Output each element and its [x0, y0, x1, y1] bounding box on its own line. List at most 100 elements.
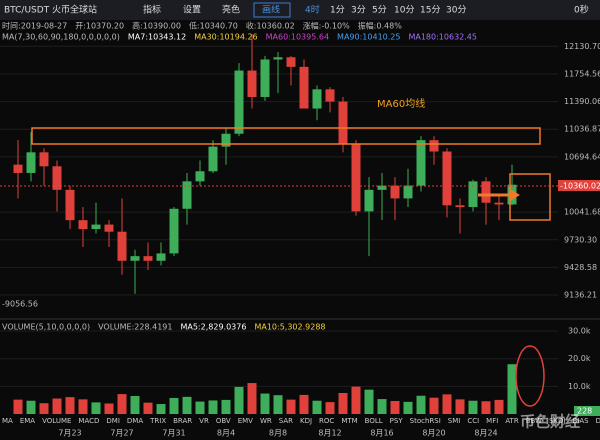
highlight-ellipse	[515, 345, 545, 407]
indicator-tab[interactable]: DMA	[127, 417, 143, 425]
plot: 12130.70 11754.56 11390.06 11036.87 10694.64…	[0, 34, 600, 438]
candle-body	[156, 253, 166, 261]
info-item: 时间:2019-08-27	[2, 21, 67, 31]
candle-body	[429, 140, 439, 152]
indicator-tab[interactable]: EMA	[20, 417, 35, 425]
volume-bar	[312, 400, 322, 414]
tool-button[interactable]: 画线	[262, 4, 280, 16]
indicator-tab[interactable]: CCI	[467, 417, 479, 425]
candle-body	[78, 220, 88, 230]
indicator-tab[interactable]: OBV	[216, 417, 231, 425]
candle-body	[104, 224, 114, 232]
volume-bar	[117, 394, 127, 414]
tool-button[interactable]: 设置	[183, 5, 201, 16]
candle-body	[169, 208, 179, 254]
indicator-tab[interactable]: SMI	[448, 417, 461, 425]
candle-body	[364, 189, 374, 212]
volume-bar	[442, 394, 452, 414]
tool-button[interactable]: 指标	[143, 4, 161, 16]
info-item: MA180:10632.45	[408, 33, 477, 42]
candle-body	[390, 185, 400, 199]
candle-body	[13, 164, 23, 173]
candle-body	[52, 166, 62, 190]
indicator-tab[interactable]: EMV	[238, 417, 253, 425]
volume-bar	[247, 383, 257, 414]
candle-body	[26, 152, 36, 173]
candle-body	[377, 185, 387, 190]
y-tick-label: 12130.70	[564, 42, 600, 51]
x-tick-label: 8月24	[474, 429, 497, 438]
candle-body	[442, 151, 452, 206]
candle-body	[195, 171, 205, 182]
volume-bar	[416, 395, 426, 414]
info-item: 振幅:0.48%	[358, 21, 403, 31]
indicator-tab[interactable]: BRAR	[173, 417, 192, 425]
candle-body	[234, 70, 244, 134]
indicator-tab[interactable]: ATR	[505, 417, 519, 425]
period-button[interactable]: 4时	[305, 4, 320, 16]
volume-bar	[494, 399, 504, 414]
indicator-tab[interactable]: BBW	[526, 417, 542, 425]
indicator-tab[interactable]: DMI	[106, 417, 120, 425]
volume-bar	[52, 398, 62, 414]
indicator-tab[interactable]: BIAS	[572, 417, 589, 425]
indicator-tab[interactable]: VR	[199, 417, 209, 425]
indicator-tab[interactable]: MACD	[78, 417, 99, 425]
candle-body	[351, 144, 361, 212]
low-marker: -9056.56	[2, 300, 38, 309]
period-button[interactable]: 30分	[446, 5, 466, 16]
period-button[interactable]: 3分	[351, 5, 366, 16]
indicator-tab[interactable]: StochRSI	[410, 417, 441, 425]
period-button[interactable]: 5分	[372, 5, 387, 16]
indicator-tab[interactable]: WR	[260, 417, 272, 425]
candle-body	[130, 256, 140, 261]
indicator-tab[interactable]: MFI	[486, 417, 498, 425]
candle-body	[182, 181, 192, 209]
symbol[interactable]: BTC/USDT 火币全球站	[4, 4, 97, 16]
info-item: VOLUME:228.4191	[98, 323, 172, 332]
indicator-tab[interactable]: TRIX	[149, 417, 166, 425]
candle-body	[143, 256, 153, 261]
volume-bar	[338, 392, 348, 414]
candle-body	[468, 181, 478, 208]
volume-bar	[481, 401, 491, 414]
indicator-tab[interactable]: VOLUME	[42, 417, 71, 425]
volume-bar	[169, 397, 179, 414]
x-tick-label: 8月16	[370, 429, 393, 438]
volume-bar	[39, 403, 49, 414]
indicator-tab[interactable]: KDJ	[300, 417, 312, 425]
volume-tag-bg	[574, 406, 600, 416]
y-tick-label: 11036.87	[564, 125, 600, 134]
indicator-tab[interactable]: MA	[2, 417, 13, 425]
candle-body	[273, 57, 283, 60]
indicator-tab[interactable]: DPO	[596, 417, 600, 425]
period-button[interactable]: 1分	[330, 5, 345, 16]
candle-body	[403, 185, 413, 199]
volume-bar	[364, 389, 374, 414]
toolbar: BTC/USDT 火币全球站 指标 设置 亮色 画线 4时 1分 3分 5分 1…	[0, 0, 600, 20]
y-tick-label: 11754.56	[564, 69, 600, 78]
candle-body	[208, 146, 218, 172]
volume-bar	[325, 402, 335, 414]
volume-info: VOLUME(5,10,0,0,0,0) VOLUME:228.4191 MA5:2…	[2, 323, 326, 332]
tool-button[interactable]: 亮色	[222, 4, 240, 16]
indicator-tab[interactable]: PSY	[390, 417, 404, 425]
period-button[interactable]: 15分	[420, 5, 440, 16]
volume-bar	[468, 400, 478, 414]
volume-bar	[507, 364, 517, 414]
indicator-tab[interactable]: SKDJ	[549, 417, 566, 425]
info-item: MA7:10343.12	[128, 33, 186, 42]
x-tick-label: 8月8	[269, 429, 287, 438]
volume-bar	[104, 403, 114, 414]
candle-body	[494, 202, 504, 205]
indicator-tab[interactable]: SAR	[279, 417, 293, 425]
y-tick-label: 11390.06	[564, 97, 600, 106]
candle-body	[91, 224, 101, 230]
indicator-tab[interactable]: BOLL	[365, 417, 383, 425]
candle-body	[286, 57, 296, 67]
indicator-tab[interactable]: MTM	[341, 417, 357, 425]
period-button[interactable]: 10分	[394, 5, 414, 16]
indicator-tab[interactable]: ROC	[319, 417, 334, 425]
candle-body	[481, 181, 491, 203]
